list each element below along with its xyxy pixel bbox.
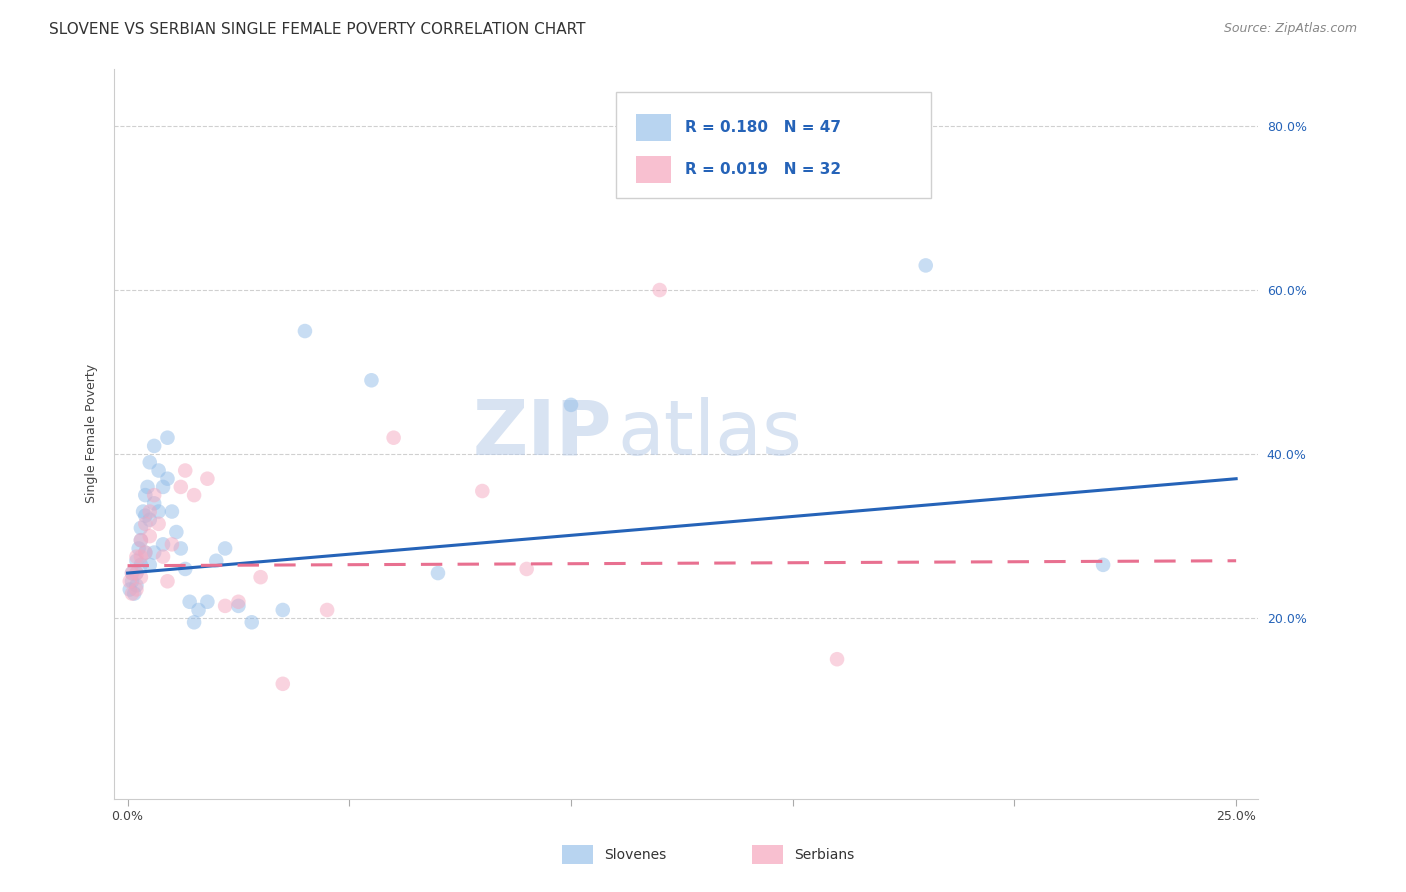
Point <box>152 480 174 494</box>
Point <box>294 324 316 338</box>
Point <box>121 566 143 580</box>
Point <box>143 488 166 502</box>
Point <box>174 463 197 477</box>
Point <box>125 566 148 580</box>
Point <box>134 545 156 559</box>
Point <box>152 549 174 564</box>
Point <box>240 615 263 630</box>
Point <box>170 541 193 556</box>
Point <box>125 554 148 568</box>
Point <box>825 652 848 666</box>
Point <box>214 541 236 556</box>
Point <box>152 537 174 551</box>
Point <box>125 549 148 564</box>
Point <box>134 508 156 523</box>
Point <box>143 496 166 510</box>
Point <box>183 488 205 502</box>
Point <box>914 259 936 273</box>
Y-axis label: Single Female Poverty: Single Female Poverty <box>86 364 98 503</box>
Point <box>139 504 162 518</box>
Point <box>128 541 150 556</box>
Point <box>560 398 582 412</box>
Text: Source: ZipAtlas.com: Source: ZipAtlas.com <box>1223 22 1357 36</box>
Point <box>148 463 170 477</box>
Point <box>121 574 143 589</box>
Point <box>271 677 294 691</box>
Point <box>148 516 170 531</box>
Point <box>648 283 671 297</box>
Point <box>139 529 162 543</box>
Point <box>139 558 162 572</box>
Point <box>129 570 152 584</box>
Point <box>214 599 236 613</box>
Point <box>134 545 156 559</box>
Point <box>125 578 148 592</box>
Text: atlas: atlas <box>617 397 803 471</box>
Point <box>139 455 162 469</box>
Point <box>156 472 179 486</box>
Text: R = 0.180   N = 47: R = 0.180 N = 47 <box>685 120 841 135</box>
Point <box>179 595 201 609</box>
Text: SLOVENE VS SERBIAN SINGLE FEMALE POVERTY CORRELATION CHART: SLOVENE VS SERBIAN SINGLE FEMALE POVERTY… <box>49 22 586 37</box>
Point <box>1092 558 1115 572</box>
Point <box>170 480 193 494</box>
Point <box>160 537 183 551</box>
Point <box>122 586 145 600</box>
Point <box>205 554 228 568</box>
Point <box>134 488 156 502</box>
Point <box>187 603 209 617</box>
Point <box>118 574 141 589</box>
Point <box>118 582 141 597</box>
Point <box>129 533 152 548</box>
Point <box>125 582 148 597</box>
Point <box>129 521 152 535</box>
Text: ZIP: ZIP <box>472 397 612 471</box>
Point <box>316 603 339 617</box>
Point <box>143 439 166 453</box>
Point <box>129 533 152 548</box>
Point <box>132 504 155 518</box>
Point <box>156 574 179 589</box>
Point <box>249 570 271 584</box>
Point <box>183 615 205 630</box>
Point <box>134 516 156 531</box>
Point <box>516 562 538 576</box>
Point <box>156 431 179 445</box>
Point <box>271 603 294 617</box>
Point <box>197 472 219 486</box>
Point <box>148 504 170 518</box>
Text: R = 0.019   N = 32: R = 0.019 N = 32 <box>685 162 841 177</box>
Point <box>197 595 219 609</box>
Text: Slovenes: Slovenes <box>605 847 666 862</box>
Point <box>136 480 159 494</box>
Point <box>160 504 183 518</box>
Point <box>471 483 494 498</box>
Point <box>228 595 250 609</box>
Point <box>382 431 405 445</box>
Point <box>129 558 152 572</box>
Point <box>228 599 250 613</box>
Point <box>360 373 382 387</box>
Point <box>121 566 143 580</box>
Point <box>129 549 152 564</box>
Point <box>174 562 197 576</box>
Text: Serbians: Serbians <box>794 847 855 862</box>
Point <box>139 513 162 527</box>
Point <box>427 566 450 580</box>
Point <box>125 566 148 580</box>
Point <box>143 545 166 559</box>
Point <box>165 524 187 539</box>
Point <box>121 586 143 600</box>
